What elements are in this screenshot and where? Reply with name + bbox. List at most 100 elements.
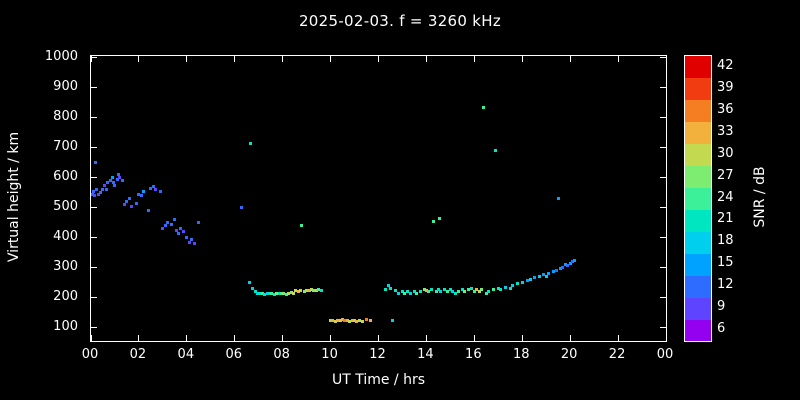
data-point (403, 291, 407, 295)
y-tick-label: 300 (53, 258, 78, 274)
data-point (480, 288, 484, 292)
x-tick-label: 12 (369, 347, 386, 362)
y-tick-mark (91, 117, 97, 118)
data-point (568, 261, 572, 265)
x-tick-mark (330, 56, 332, 62)
data-point (532, 276, 536, 280)
y-tick-mark (660, 267, 666, 268)
y-tick-label: 600 (53, 168, 78, 184)
data-point (559, 267, 563, 271)
y-tick-mark (91, 207, 97, 208)
data-point (561, 266, 565, 269)
colorbar-tick-label: 12 (717, 277, 734, 293)
data-point (529, 278, 533, 281)
data-point (429, 288, 433, 292)
x-tick-label: 10 (321, 347, 338, 362)
y-tick-label: 500 (53, 198, 78, 214)
colorbar-segment (685, 99, 711, 123)
data-point (91, 189, 95, 193)
data-point (135, 201, 139, 205)
x-tick-mark (138, 335, 140, 341)
colorbar-tick-label: 33 (717, 123, 734, 139)
data-point (544, 275, 548, 278)
data-point (368, 318, 372, 322)
data-point (357, 318, 361, 322)
data-point (253, 290, 257, 293)
x-tick-label: 22 (608, 347, 626, 362)
x-tick-label: 04 (177, 347, 195, 362)
data-point (457, 290, 461, 293)
data-point (142, 189, 146, 193)
data-point (176, 231, 180, 235)
plot-area (90, 55, 667, 342)
data-point (556, 197, 560, 200)
colorbar-tick-label: 15 (717, 255, 734, 271)
colorbar-segment (685, 297, 711, 320)
data-point (267, 291, 271, 295)
x-tick-mark (617, 56, 619, 62)
data-point (388, 287, 392, 290)
data-point (300, 224, 304, 227)
x-axis-label: UT Time / hrs (331, 372, 426, 388)
data-point (453, 291, 457, 295)
data-point (125, 200, 129, 203)
data-point (256, 291, 259, 295)
data-point (130, 204, 134, 208)
y-tick-mark (91, 57, 97, 58)
colorbar-tick-label: 36 (717, 101, 734, 117)
data-point (275, 292, 279, 296)
x-tick-mark (473, 56, 475, 62)
colorbar-tick-label: 27 (717, 167, 734, 183)
data-point (251, 287, 255, 290)
x-tick-mark (473, 335, 475, 341)
data-point (173, 218, 177, 221)
data-point (190, 237, 194, 241)
data-point (393, 289, 397, 293)
y-tick-mark (660, 87, 666, 88)
data-point (270, 292, 274, 296)
data-point (492, 288, 495, 292)
data-point (272, 293, 276, 296)
data-point (525, 279, 529, 283)
data-point (503, 285, 507, 289)
data-point (118, 176, 122, 179)
x-tick-mark (665, 335, 667, 341)
y-tick-mark (660, 117, 666, 118)
x-tick-mark (282, 335, 284, 341)
data-point (151, 185, 155, 188)
colorbar-segment (685, 187, 711, 210)
x-tick-mark (186, 335, 188, 341)
data-point (448, 288, 452, 292)
data-point (353, 318, 357, 322)
x-tick-mark (665, 56, 667, 62)
data-point (460, 288, 464, 292)
data-point (247, 281, 251, 284)
data-point (470, 287, 474, 290)
colorbar-segment (685, 77, 711, 101)
data-point (418, 290, 422, 293)
data-point (472, 290, 476, 293)
x-tick-mark (282, 56, 284, 62)
data-point (482, 105, 486, 109)
data-point (345, 318, 349, 322)
data-point (185, 236, 189, 239)
data-point (284, 293, 288, 296)
data-point (555, 269, 559, 272)
y-tick-mark (91, 237, 97, 238)
colorbar-segment (685, 121, 711, 145)
data-point (438, 216, 442, 220)
data-point (409, 291, 413, 295)
data-point (95, 188, 99, 191)
y-tick-mark (91, 147, 97, 148)
data-point (260, 291, 264, 295)
data-point (112, 180, 116, 184)
data-point (106, 180, 110, 184)
data-point (105, 188, 109, 191)
data-point (312, 288, 316, 292)
chart-title: 2025-02-03. f = 3260 kHz (298, 12, 502, 30)
data-point (542, 273, 546, 277)
y-tick-label: 200 (53, 288, 78, 304)
data-point (415, 291, 419, 295)
data-point (307, 289, 311, 293)
data-point (263, 293, 267, 296)
